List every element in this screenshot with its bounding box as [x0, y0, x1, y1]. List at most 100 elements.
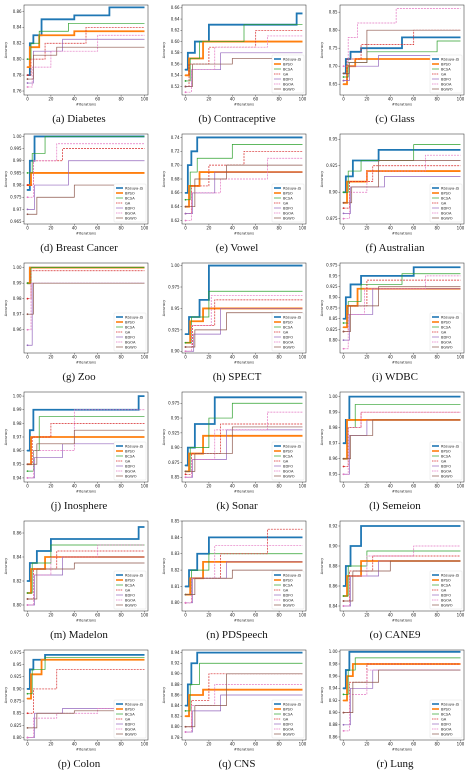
series-start-point-rbsuya-js	[342, 687, 345, 690]
chart-panel: 0 20 40 60 80 100 0.52 0.54 0.56 0.58 0.60 0.62 0.64…	[158, 0, 316, 129]
series-start-point-bgoa	[26, 477, 29, 479]
chart-svg: 0 20 40 60 80 100 0.80 0.81 0.82 0.83 0.84 0.85 #Ite…	[162, 518, 307, 622]
series-line-bgoa	[27, 708, 145, 738]
legend-label: Rbsuya-JS	[441, 444, 460, 448]
y-tick-label: 0.92	[171, 661, 180, 666]
legend-label: BGWO	[441, 732, 453, 736]
x-tick-label: 0	[342, 97, 345, 102]
legend-label: BCSA	[441, 454, 451, 458]
x-axis-label: #Iterations	[76, 748, 96, 752]
y-tick-label: 0.84	[13, 554, 22, 559]
y-tick-label: 0.85	[329, 10, 338, 15]
series-line-ga	[185, 150, 303, 214]
x-tick-label: 20	[364, 97, 370, 102]
y-tick-label: 0.96	[329, 674, 338, 679]
series-line-rbsuya-js	[185, 136, 303, 194]
x-tick-label: 0	[26, 226, 29, 231]
series-start-point-bgwo	[26, 313, 29, 316]
series-start-point-bcsa	[342, 191, 345, 194]
x-tick-label: 0	[26, 742, 29, 747]
chart-svg: 0 20 40 60 80 100 0.52 0.54 0.56 0.58 0.60 0.62 0.64…	[162, 4, 307, 107]
y-tick-label: 0.62	[171, 28, 180, 33]
series-start-point-bcsa	[184, 709, 187, 712]
series-start-point-rbsuya-js	[184, 333, 187, 336]
y-tick-label: 0.80	[13, 57, 22, 62]
legend-label: BDFO	[283, 593, 293, 597]
legend-label: BPSO	[283, 707, 293, 711]
y-tick-label: 0.85	[171, 475, 180, 480]
series-start-point-bcsa	[184, 198, 187, 201]
legend-label: BPSO	[283, 62, 293, 66]
series-line-ga	[27, 26, 145, 76]
legend-label: BDFO	[125, 206, 135, 210]
legend-label: GA	[441, 330, 447, 334]
chart-caption: (n) PDSpeech	[206, 629, 268, 641]
legend-label: Rbsuya-JS	[125, 573, 144, 577]
series-line-bgwo	[185, 312, 303, 348]
legend-label: BPSO	[441, 578, 451, 582]
chart-panel: 0 20 40 60 80 100 0.84 0.86 0.88 0.90 0.92 #Iterati…	[316, 516, 474, 645]
x-tick-label: 60	[253, 613, 259, 618]
series-start-point-ga	[342, 207, 345, 210]
y-tick-label: 0.84	[171, 535, 180, 540]
series-line-rbsuya-js	[343, 266, 461, 320]
y-tick-label: 0.75	[329, 46, 338, 51]
legend-label: BGOA	[441, 340, 452, 344]
series-start-point-bgoa	[184, 219, 187, 222]
chart-panel: 0 20 40 60 80 100 0.76 0.78 0.80 0.82 0.84 0.86 #Ite…	[0, 0, 158, 129]
legend-label: Rbsuya-JS	[283, 702, 302, 706]
x-tick-label: 100	[299, 97, 307, 102]
series-line-bgwo	[185, 426, 303, 472]
y-tick-label: 0.965	[10, 219, 22, 224]
x-tick-label: 100	[141, 613, 149, 618]
y-tick-label: 0.56	[171, 61, 180, 66]
y-tick-label: 0.80	[13, 735, 22, 740]
x-tick-label: 80	[435, 226, 441, 231]
x-tick-label: 60	[411, 97, 417, 102]
y-tick-label: 1.00	[171, 263, 180, 268]
y-tick-label: 0.78	[171, 735, 180, 740]
y-tick-label: 0.94	[13, 475, 22, 480]
series-start-point-bpso	[342, 83, 345, 86]
chart-svg: 0 20 40 60 80 100 0.94 0.95 0.96 0.97 0.98 0.99 1.00…	[4, 391, 149, 494]
chart-panel: 0 20 40 60 80 100 0.94 0.95 0.96 0.97 0.98 0.99 1.00…	[0, 387, 158, 516]
x-tick-label: 100	[457, 742, 465, 747]
y-tick-label: 0.97	[329, 441, 338, 446]
y-tick-label: 0.875	[10, 698, 22, 703]
x-tick-label: 20	[206, 613, 212, 618]
y-tick-label: 0.80	[13, 602, 22, 607]
y-tick-label: 0.98	[13, 296, 22, 301]
y-tick-label: 0.94	[329, 686, 338, 691]
x-axis-label: #Iterations	[392, 619, 412, 623]
legend-label: Rbsuya-JS	[283, 315, 302, 319]
x-axis-label: #Iterations	[76, 232, 96, 236]
legend-label: BPSO	[441, 449, 451, 453]
y-tick-label: 0.86	[13, 9, 22, 14]
legend-label: Rbsuya-JS	[283, 57, 302, 61]
series-line-bgwo	[185, 58, 303, 87]
legend-label: BDFO	[441, 593, 451, 597]
series-start-point-bgoa	[26, 86, 29, 88]
chart-svg: 0 20 40 60 80 100 0.80 0.82 0.84 0.86 #Iterations A…	[4, 520, 149, 623]
series-start-point-bgwo	[26, 78, 29, 80]
series-start-point-rbsuya-js	[26, 449, 29, 452]
legend-label: BGOA	[441, 211, 452, 215]
series-start-point-bcsa	[342, 595, 345, 597]
series-start-point-bgoa	[26, 604, 29, 606]
y-tick-label: 0.95	[171, 306, 180, 311]
series-line-bgoa	[27, 34, 145, 88]
x-tick-label: 80	[435, 97, 441, 102]
series-start-point-bgoa	[342, 65, 345, 68]
y-tick-label: 0.88	[171, 682, 180, 687]
series-start-point-bgoa	[184, 731, 187, 733]
series-line-rbsuya-js	[185, 536, 303, 588]
series-line-bgoa	[185, 295, 303, 352]
series-start-point-bgoa	[184, 91, 187, 94]
y-tick-label: 0.84	[13, 25, 22, 30]
y-tick-label: 0.58	[171, 50, 180, 55]
legend-label: BGOA	[125, 340, 136, 344]
